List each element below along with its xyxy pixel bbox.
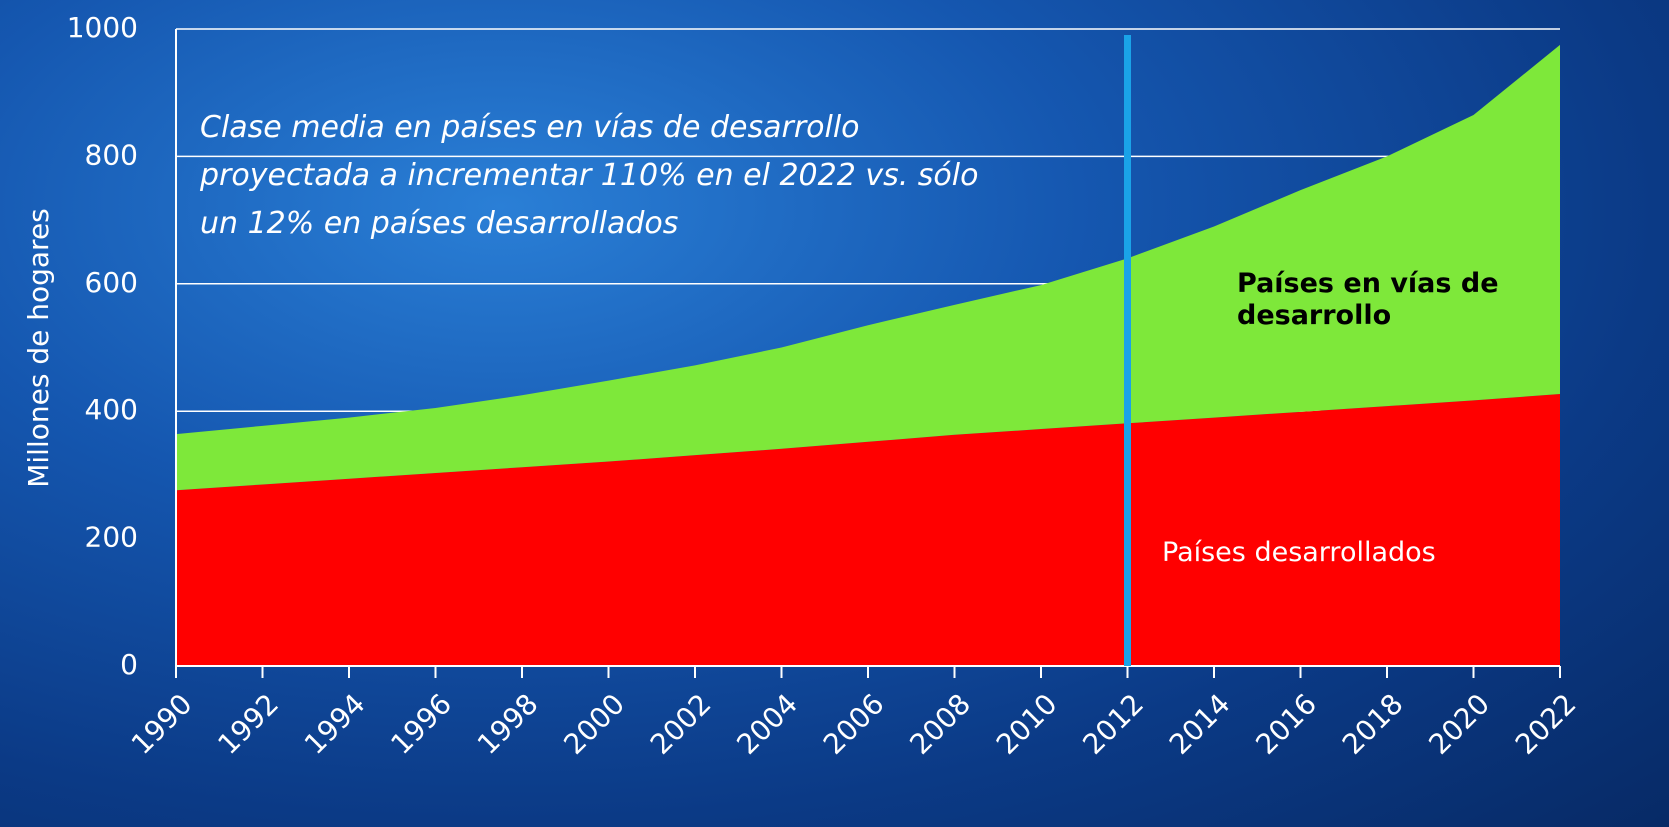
area: [176, 394, 1560, 666]
y-tick-label: 1000: [67, 11, 138, 44]
x-tick-label: 2000: [557, 687, 631, 761]
x-tick-label: 2022: [1509, 687, 1583, 761]
x-tick-label: 2006: [817, 687, 891, 761]
x-tick-label: 2018: [1336, 687, 1410, 761]
annotation: Clase media en países en vías de desarro…: [200, 110, 860, 145]
x-tick-label: 1992: [211, 687, 285, 761]
x-tick-label: 2002: [644, 687, 718, 761]
x-tick-label: 2014: [1163, 687, 1237, 761]
x-tick-label: 2020: [1422, 687, 1496, 761]
y-tick-label: 200: [85, 521, 138, 554]
annotation: proyectada a incrementar 110% en el 2022…: [200, 158, 979, 193]
annotation: un 12% en países desarrollados: [200, 206, 679, 241]
y-tick-label: 800: [85, 138, 138, 171]
area: [176, 44, 1560, 491]
series-label: Países en vías de desarrollo: [1237, 268, 1499, 332]
x-tick-label: 2012: [1076, 687, 1150, 761]
x-tick-label: 1998: [471, 687, 545, 761]
x-tick-label: 2010: [990, 687, 1064, 761]
x-tick-label: 1994: [298, 687, 372, 761]
y-axis-label: Millones de hogares: [22, 208, 55, 488]
y-tick-label: 0: [120, 648, 138, 681]
x-tick-label: 1990: [125, 687, 199, 761]
x-tick-label: 2004: [730, 687, 804, 761]
series-label: Países desarrollados: [1162, 537, 1436, 568]
x-tick-label: 1996: [384, 687, 458, 761]
y-tick-label: 600: [85, 266, 138, 299]
y-tick-label: 400: [85, 393, 138, 426]
x-tick-label: 2008: [903, 687, 977, 761]
x-tick-label: 2016: [1249, 687, 1323, 761]
